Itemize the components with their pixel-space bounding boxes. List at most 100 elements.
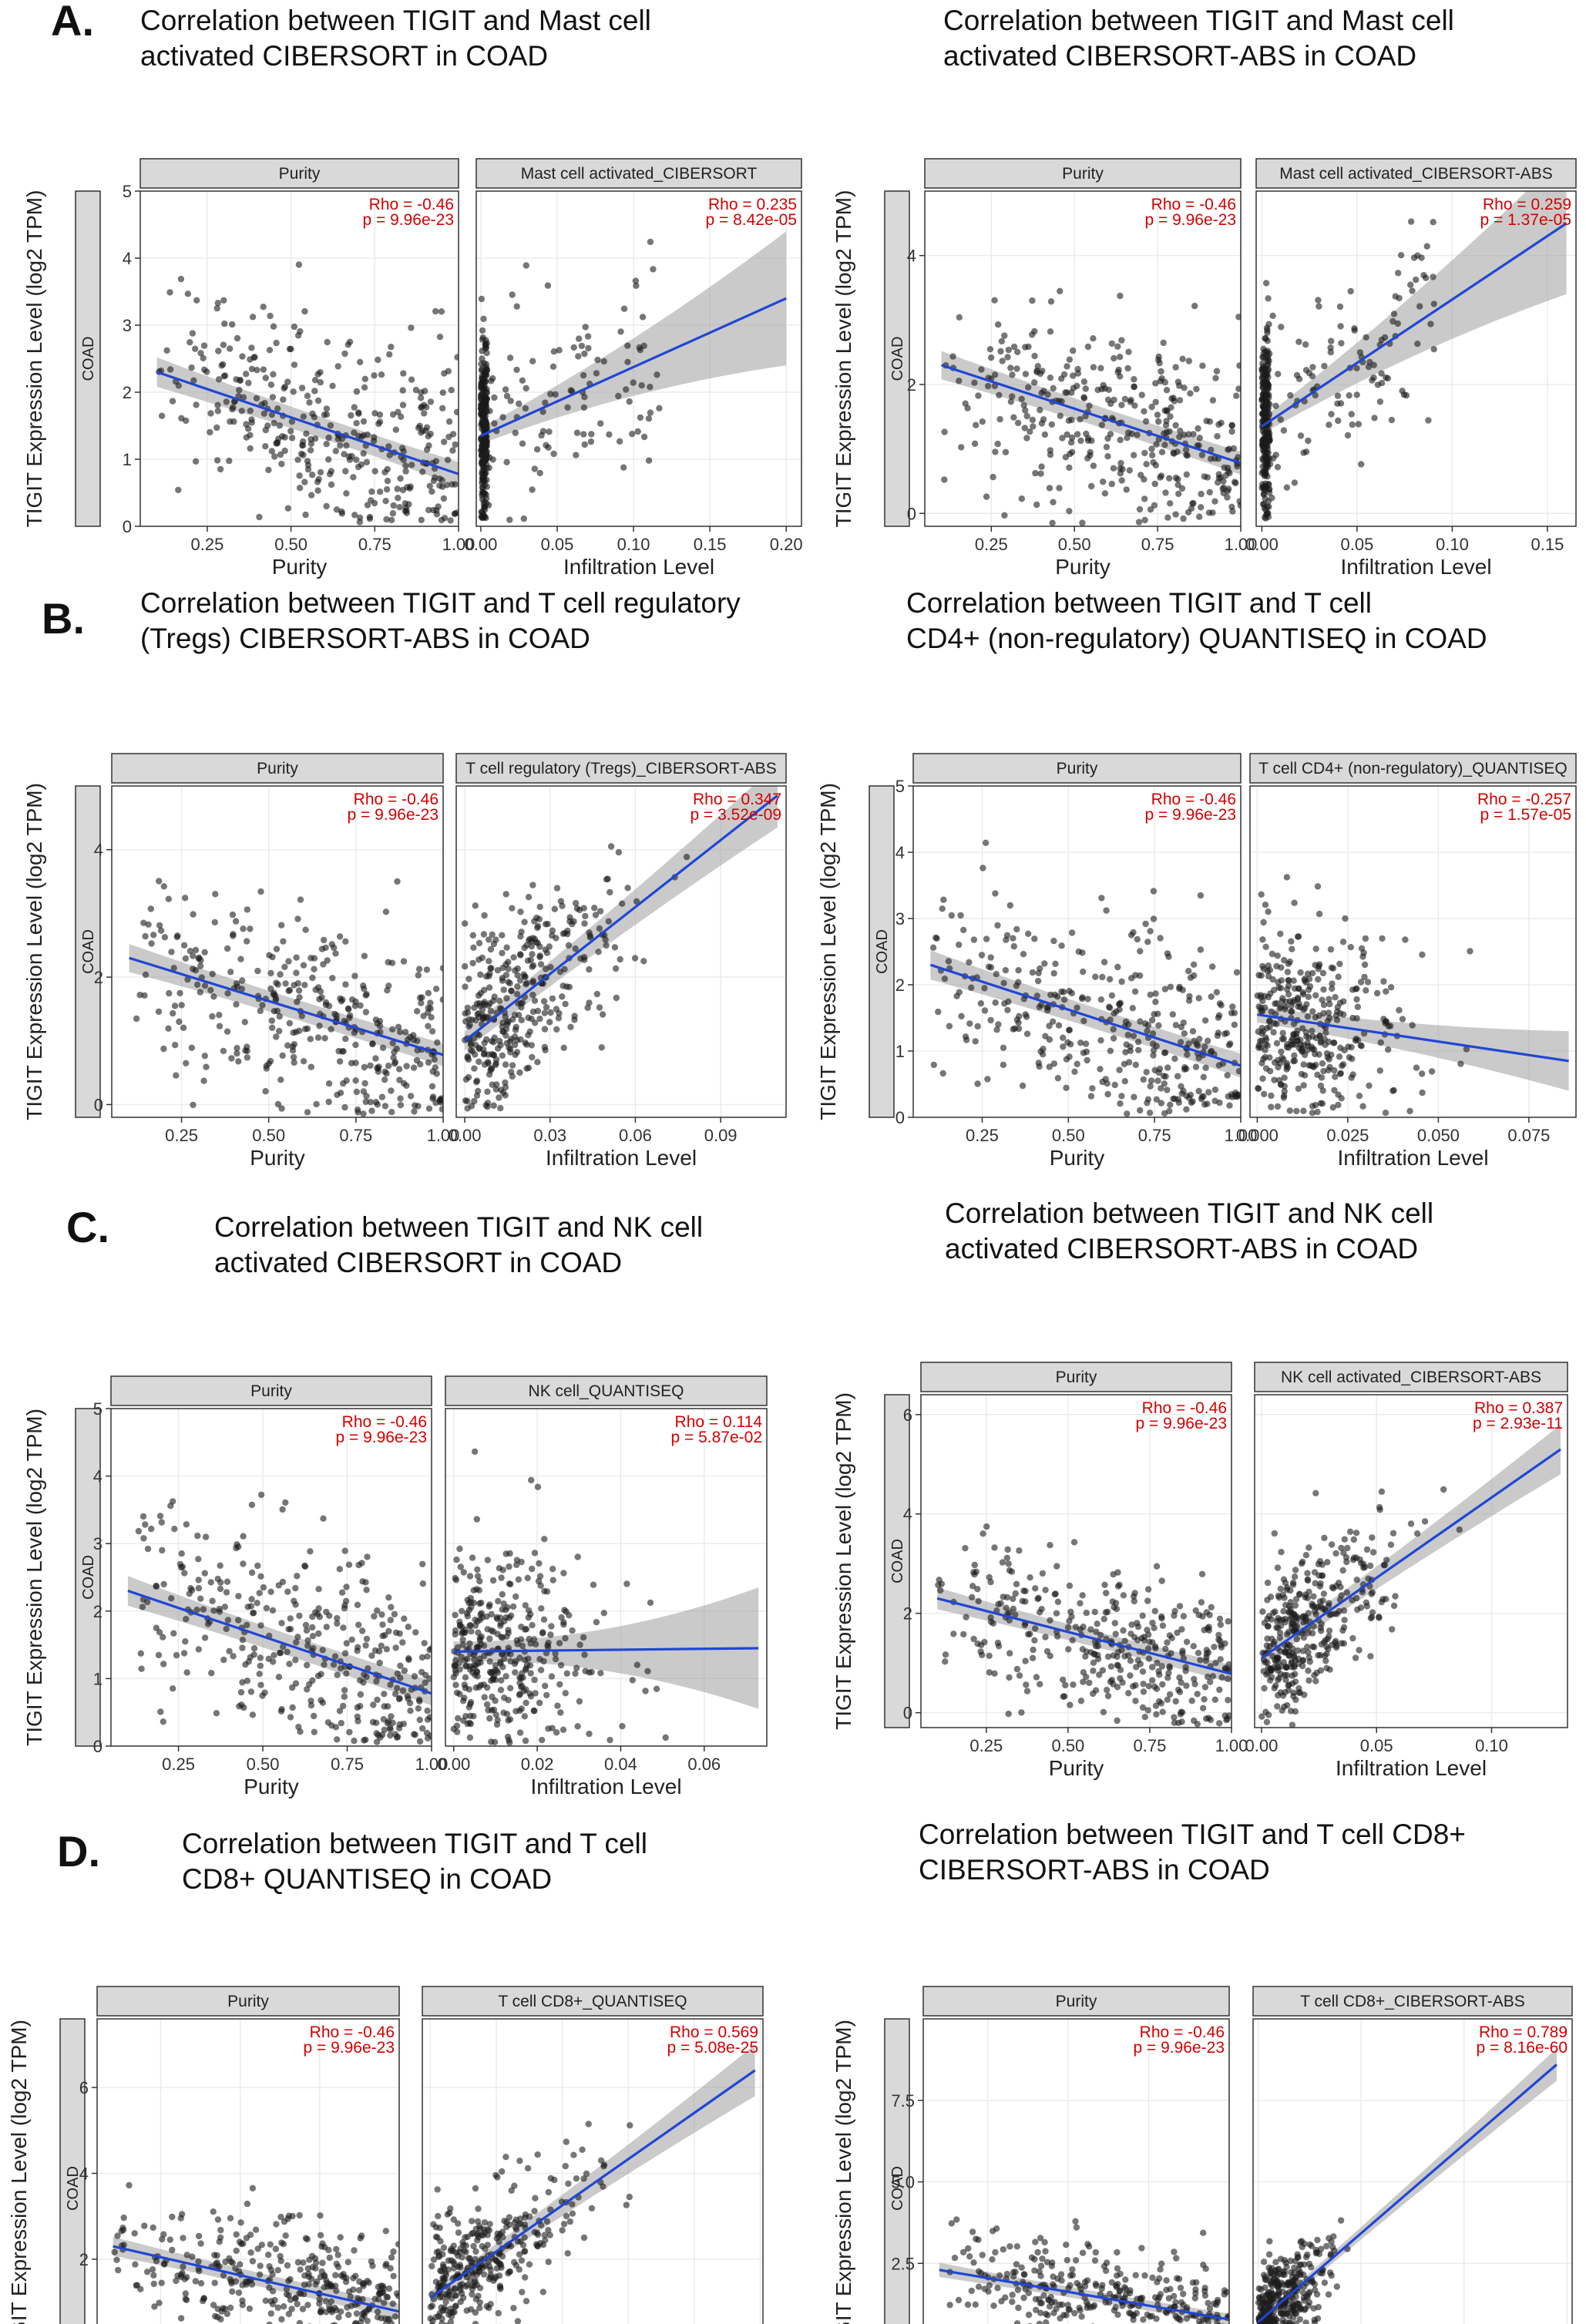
data-point (216, 1608, 223, 1615)
data-point (1110, 465, 1117, 472)
data-point (357, 1002, 364, 1009)
data-point (1261, 390, 1268, 397)
x-tick-label: 0.04 (604, 1755, 637, 1774)
data-point (425, 506, 432, 514)
data-point (473, 1586, 480, 1593)
data-point (433, 1070, 440, 1077)
data-point (1131, 1634, 1138, 1641)
data-point (358, 2315, 366, 2322)
data-point (1152, 999, 1159, 1006)
data-point (207, 1579, 214, 1586)
data-point (1300, 1082, 1307, 1089)
data-point (1158, 1577, 1165, 1584)
data-point (1120, 1592, 1127, 1599)
data-point (488, 1738, 495, 1745)
data-point (509, 1073, 516, 1080)
data-point (362, 1098, 369, 1105)
rho-label: Rho = -0.46 (1151, 196, 1236, 213)
data-point (1074, 431, 1081, 438)
data-point (970, 936, 978, 943)
data-point (1225, 1697, 1232, 1704)
data-point (1291, 899, 1298, 906)
data-point (421, 1640, 428, 1647)
data-point (384, 465, 391, 473)
data-point (1080, 1049, 1087, 1056)
data-point (484, 1059, 492, 1066)
data-point (1295, 1689, 1302, 1696)
data-point (587, 438, 595, 445)
data-point (227, 2304, 234, 2312)
data-point (293, 1639, 300, 1646)
data-point (371, 499, 378, 507)
data-point (1003, 932, 1011, 939)
data-point (1289, 1680, 1296, 1687)
data-point (230, 418, 237, 425)
data-point (513, 991, 521, 998)
data-point (560, 1044, 567, 1051)
data-point (207, 410, 214, 417)
data-point (683, 853, 691, 861)
data-point (516, 1654, 523, 1661)
data-point (240, 1533, 247, 1540)
data-point (1263, 324, 1271, 331)
data-point (1171, 1714, 1178, 1721)
data-point (391, 1610, 398, 1618)
data-point (1289, 945, 1295, 952)
data-point (1125, 1059, 1133, 1066)
data-point (1347, 287, 1354, 295)
data-point (423, 966, 431, 973)
data-point (1314, 1071, 1321, 1078)
data-point (447, 517, 454, 524)
data-point (351, 972, 358, 979)
data-point (1418, 254, 1425, 261)
data-point (1280, 1607, 1287, 1615)
data-point (1332, 1073, 1339, 1080)
data-point (1376, 1067, 1383, 1074)
data-point (629, 431, 636, 438)
data-point (486, 1635, 493, 1642)
data-point (500, 986, 507, 993)
data-point (404, 1036, 412, 1043)
data-point (309, 1624, 316, 1631)
data-point (1290, 1689, 1297, 1696)
data-point (1348, 1043, 1355, 1051)
y-tick-label: 4 (94, 841, 103, 860)
facet-strip-label: Purity (1056, 1369, 1097, 1386)
confidence-band (1262, 191, 1567, 435)
data-point (1209, 1673, 1217, 1680)
data-point (278, 2316, 285, 2323)
data-point (1269, 976, 1276, 983)
data-point (269, 1024, 276, 1031)
data-point (295, 1724, 302, 1731)
data-point (1207, 1678, 1214, 1685)
data-point (1302, 367, 1310, 374)
data-point (381, 1076, 388, 1083)
data-point (1259, 1075, 1266, 1082)
data-point (542, 1682, 549, 1690)
data-point (493, 1667, 500, 1674)
data-point (364, 1553, 371, 1560)
data-point (1382, 1110, 1389, 1117)
data-point (239, 2282, 246, 2289)
data-point (592, 912, 600, 919)
data-point (1290, 1031, 1297, 1038)
data-point (1145, 1631, 1152, 1638)
y-axis-label: TIGIT Expression Level (log2 TPM) (7, 2020, 31, 2324)
data-point (1152, 990, 1159, 997)
data-point (1164, 1696, 1171, 1703)
data-point (423, 424, 431, 431)
data-point (334, 1091, 341, 1098)
data-point (489, 931, 496, 938)
scatter-points (133, 878, 443, 1117)
data-point (1207, 455, 1215, 462)
data-point (580, 371, 587, 379)
data-point (529, 358, 536, 364)
data-point (126, 2181, 133, 2189)
data-point (1113, 1605, 1121, 1613)
rho-label: Rho = -0.46 (1142, 1399, 1227, 1417)
data-point (1313, 1604, 1320, 1611)
data-point (257, 1573, 264, 1580)
data-point (1225, 1042, 1233, 1049)
data-point (1271, 1530, 1278, 1537)
data-point (1114, 343, 1121, 350)
